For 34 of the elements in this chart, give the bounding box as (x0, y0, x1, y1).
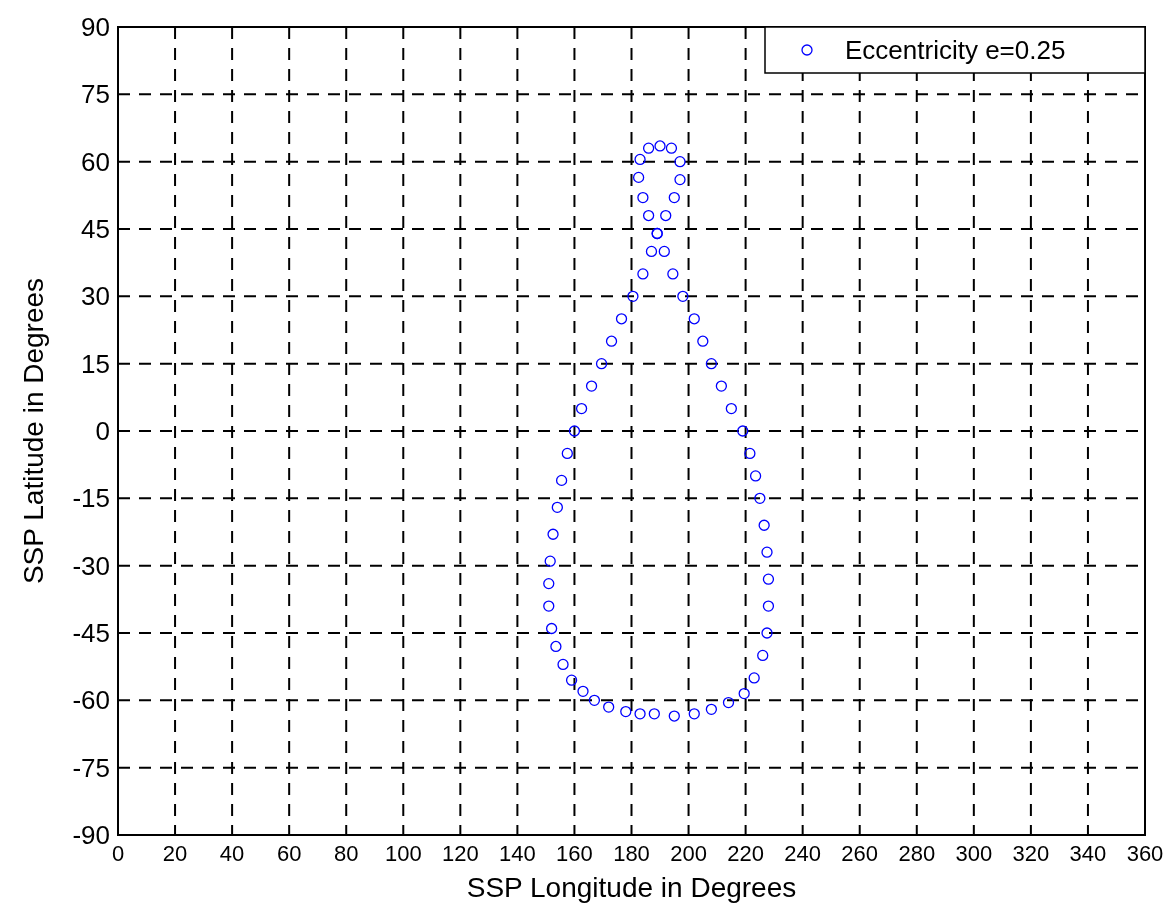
x-tick-label: 240 (784, 841, 822, 866)
x-tick-label: 120 (441, 841, 479, 866)
x-tick-label: 180 (613, 841, 650, 866)
x-tick-label: 60 (276, 841, 302, 866)
legend-label: Eccentricity e=0.25 (845, 35, 1066, 66)
y-tick-label: 15 (81, 348, 110, 379)
x-tick-label: 40 (219, 841, 245, 866)
y-tick-label: -30 (72, 550, 110, 581)
x-tick-label: 300 (955, 841, 993, 866)
x-tick-label: 220 (727, 841, 764, 866)
y-tick-label: 30 (81, 281, 110, 312)
y-tick-label: 90 (81, 12, 110, 43)
x-tick-label: 160 (556, 841, 593, 866)
x-tick-label: 340 (1069, 841, 1107, 866)
y-axis-title: SSP Latitude in Degrees (18, 277, 49, 585)
y-tick-label: 75 (81, 79, 110, 110)
y-tick-label: -90 (72, 820, 110, 851)
x-tick-label: 320 (1012, 841, 1050, 866)
x-tick-label: 280 (898, 841, 936, 866)
x-axis-title: SSP Longitude in Degrees (466, 872, 797, 903)
x-tick-label: 200 (670, 841, 707, 866)
x-tick-label: 100 (384, 841, 422, 866)
x-tick-label: 360 (1126, 841, 1164, 866)
y-tick-label: -15 (72, 483, 110, 514)
x-tick-label: 140 (499, 841, 536, 866)
y-tick-label: 60 (81, 146, 110, 177)
y-tick-label: 45 (81, 214, 110, 245)
y-tick-label: 0 (95, 416, 110, 447)
y-tick-label: -60 (72, 685, 110, 716)
y-tick-label: -75 (72, 752, 110, 783)
x-tick-label: 20 (162, 841, 188, 866)
x-tick-label: 260 (841, 841, 879, 866)
y-tick-label: -45 (72, 618, 110, 649)
x-tick-label: 80 (333, 841, 359, 866)
